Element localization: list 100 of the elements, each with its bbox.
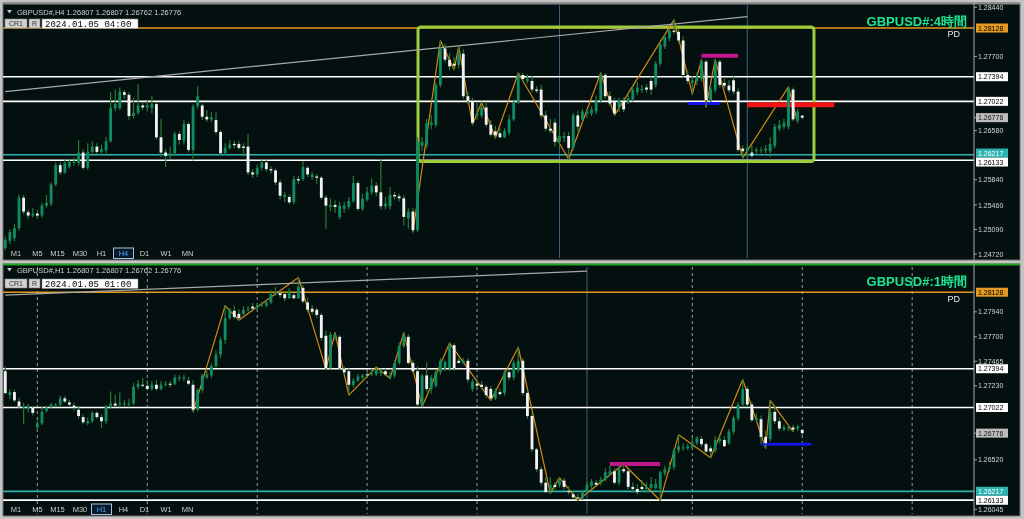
candlestick [425,362,429,392]
candlestick [558,476,561,488]
candlestick [773,124,777,149]
candlestick [471,97,474,126]
candlestick [649,76,653,95]
candlestick [553,482,557,490]
candlestick [503,128,506,138]
candlestick [196,86,200,109]
candlestick [658,41,662,67]
candlestick [750,401,754,422]
candlestick [658,470,662,502]
candlestick [787,86,790,130]
candlestick [81,149,85,170]
candlestick [141,377,145,388]
candlestick [278,179,282,200]
candlestick [13,389,16,403]
candlestick [471,378,474,392]
candlestick [425,118,429,149]
candlestick [77,140,80,166]
candlestick [402,195,406,226]
candlestick [608,465,612,477]
candlestick [379,159,383,210]
candlestick [223,304,227,344]
candlestick [136,380,140,390]
candlestick [187,376,190,386]
candlestick [292,175,296,205]
candlestick [173,131,177,156]
candlestick [361,193,364,211]
candlestick [8,389,12,399]
candlestick [654,61,658,88]
candlestick [347,368,351,396]
candlestick [118,87,122,111]
candlestick [274,287,277,296]
candlestick [306,297,309,313]
candlestick [466,358,470,383]
candlestick [695,72,699,86]
candlestick [590,106,593,117]
candlestick [100,144,103,156]
candlestick [613,468,616,485]
candlestick [466,91,470,105]
candlestick [526,74,529,84]
candlestick [297,276,300,299]
candlestick [503,369,506,396]
candlestick [196,388,200,412]
candlestick [521,73,525,82]
candlestick [155,102,158,140]
candlestick [732,76,735,95]
candlestick [755,413,758,422]
candlestick [49,402,53,409]
candlestick [516,346,520,373]
candlestick [791,424,795,433]
candlestick [223,143,227,156]
annotation: PD [947,29,961,39]
candlestick [535,447,539,472]
candlestick [384,368,387,376]
candlestick [484,102,488,128]
candlestick [22,402,26,424]
candlestick [416,366,419,407]
candlestick [718,59,722,88]
candlestick [278,290,282,298]
candlestick [324,195,328,229]
candlestick [361,373,364,380]
candlestick [95,411,99,419]
candlestick [613,97,616,117]
candlestick [351,175,355,203]
candlestick [544,110,548,132]
candlestick [567,132,571,160]
candlestick [13,224,16,242]
candlestick [397,342,401,365]
candlestick [237,140,241,150]
candlestick [132,97,135,119]
candlestick [95,143,99,154]
candlestick [507,369,511,381]
candlestick [787,424,790,432]
candlestick [512,360,516,381]
candlestick [3,366,7,395]
text: GBPUSD#:4時間 [866,14,967,29]
candlestick [155,380,158,391]
candlestick [649,476,653,490]
candlestick [594,480,598,487]
candlestick [329,332,332,369]
annotation: 2024.01.05 01:00 [45,280,132,290]
candlestick [700,59,703,82]
candlestick [100,414,103,429]
candlestick [319,175,323,200]
candlestick [782,424,786,432]
candlestick [237,309,241,321]
candlestick [132,383,135,406]
candlestick [379,368,383,376]
candlestick [558,126,561,149]
candlestick [187,122,190,153]
candlestick [150,381,154,391]
candlestick [113,89,117,112]
candlestick [457,45,461,69]
candlestick [45,195,48,208]
candlestick [150,95,154,114]
candlestick [590,479,593,489]
candlestick [416,137,419,233]
candlestick [448,342,451,371]
candlestick [182,120,186,145]
